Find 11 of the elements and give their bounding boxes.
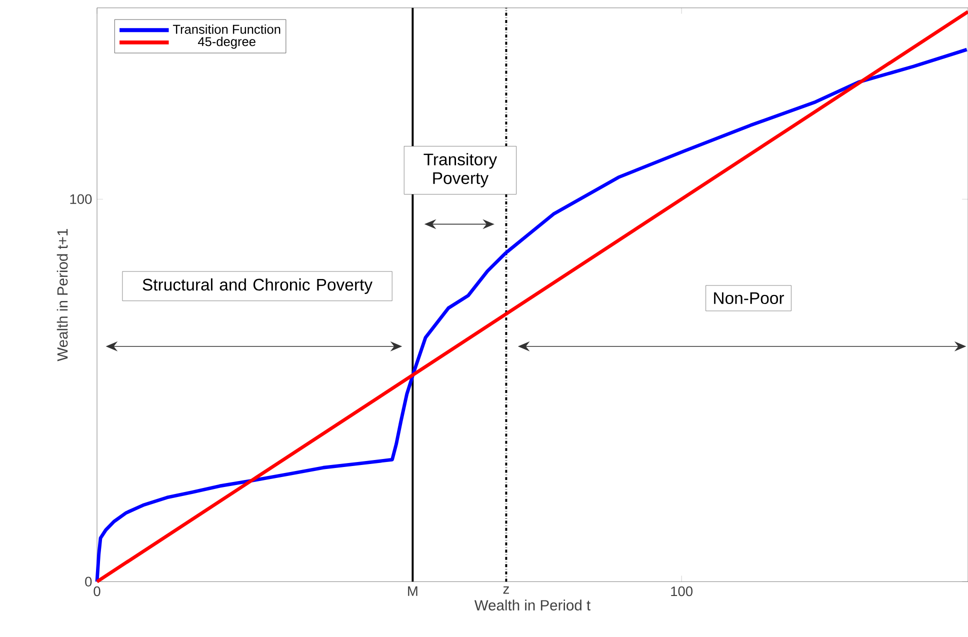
annotation: Structural and Chronic Poverty (142, 278, 372, 294)
legend-label: 45-degree (198, 36, 256, 49)
legend-label: Transition Function (172, 24, 280, 34)
x-tick-label: M (408, 586, 418, 596)
annotation: Non-Poor (714, 292, 784, 304)
annotation: Transitory Poverty (424, 153, 498, 188)
x-tick-label: 100 (671, 586, 693, 596)
x-tick-label: 0 (94, 586, 100, 596)
x-axis-title: Wealth in Period t (474, 600, 590, 611)
x-tick-label: z (503, 586, 509, 594)
y-axis-title: Wealth in Period t+1 (56, 229, 68, 362)
